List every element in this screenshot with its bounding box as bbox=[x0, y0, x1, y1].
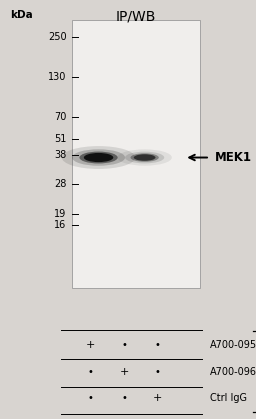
Text: 70: 70 bbox=[54, 112, 67, 122]
Text: •: • bbox=[121, 393, 127, 403]
Text: •: • bbox=[155, 367, 160, 377]
Ellipse shape bbox=[131, 153, 159, 162]
Text: +: + bbox=[120, 367, 129, 377]
Text: MEK1: MEK1 bbox=[215, 151, 252, 164]
Text: •: • bbox=[88, 393, 94, 403]
Text: Ctrl IgG: Ctrl IgG bbox=[210, 393, 247, 403]
Text: 38: 38 bbox=[54, 150, 67, 160]
Ellipse shape bbox=[62, 146, 135, 169]
Ellipse shape bbox=[134, 154, 155, 161]
Text: +: + bbox=[86, 341, 95, 350]
Text: 28: 28 bbox=[54, 179, 67, 189]
Ellipse shape bbox=[79, 152, 118, 163]
Ellipse shape bbox=[72, 149, 125, 166]
Ellipse shape bbox=[125, 152, 164, 163]
Text: IP/WB: IP/WB bbox=[115, 10, 156, 24]
Text: A700-095: A700-095 bbox=[210, 341, 256, 350]
Text: •: • bbox=[155, 341, 160, 350]
Text: +: + bbox=[153, 393, 162, 403]
Text: kDa: kDa bbox=[10, 10, 33, 20]
Text: A700-096: A700-096 bbox=[210, 367, 256, 377]
Ellipse shape bbox=[84, 153, 113, 162]
Text: 16: 16 bbox=[54, 220, 67, 230]
Text: 19: 19 bbox=[54, 209, 67, 219]
Ellipse shape bbox=[118, 149, 172, 166]
Text: 51: 51 bbox=[54, 134, 67, 144]
Text: •: • bbox=[121, 341, 127, 350]
Text: 250: 250 bbox=[48, 32, 67, 42]
Bar bbox=[72, 20, 200, 287]
Text: •: • bbox=[88, 367, 94, 377]
Text: 130: 130 bbox=[48, 72, 67, 82]
